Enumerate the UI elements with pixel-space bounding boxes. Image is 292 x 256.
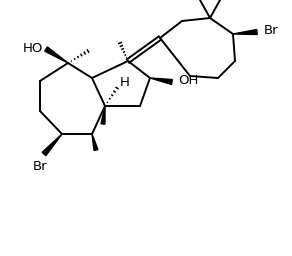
Text: OH: OH bbox=[178, 74, 198, 88]
Text: H: H bbox=[120, 76, 130, 89]
Polygon shape bbox=[42, 134, 62, 156]
Polygon shape bbox=[101, 106, 105, 124]
Text: Br: Br bbox=[264, 25, 278, 37]
Polygon shape bbox=[92, 134, 98, 151]
Polygon shape bbox=[45, 47, 68, 63]
Polygon shape bbox=[233, 29, 257, 35]
Text: Br: Br bbox=[33, 159, 47, 173]
Text: HO: HO bbox=[23, 42, 43, 56]
Polygon shape bbox=[150, 78, 173, 84]
